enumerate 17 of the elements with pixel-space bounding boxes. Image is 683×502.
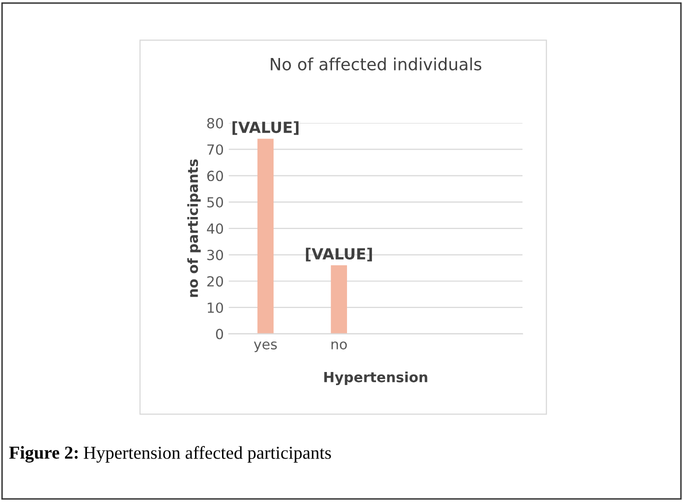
y-tick-label: 80	[207, 118, 224, 128]
y-tick-label: 40	[206, 223, 224, 234]
y-tick-label: 0	[216, 328, 224, 340]
x-tick-label: yes	[254, 341, 277, 352]
y-tick-label: 60	[207, 170, 224, 182]
y-tick-label: 20	[207, 276, 224, 287]
data-label: [VALUE]	[306, 248, 372, 262]
caption: Figure 2: Hypertension affected participants	[9, 446, 331, 463]
y-tick-label: 50	[207, 197, 224, 208]
x-axis-title: Hypertension	[324, 372, 428, 386]
y-tick-label: 70	[207, 144, 224, 155]
y-axis-title: no of participants	[187, 159, 201, 297]
y-tick-label: 30	[207, 250, 224, 260]
x-tick-label: no	[332, 341, 347, 350]
chart-title: No of affected individuals	[270, 58, 482, 70]
y-tick-label: 10	[208, 302, 224, 313]
data-label: [VALUE]	[232, 121, 299, 135]
